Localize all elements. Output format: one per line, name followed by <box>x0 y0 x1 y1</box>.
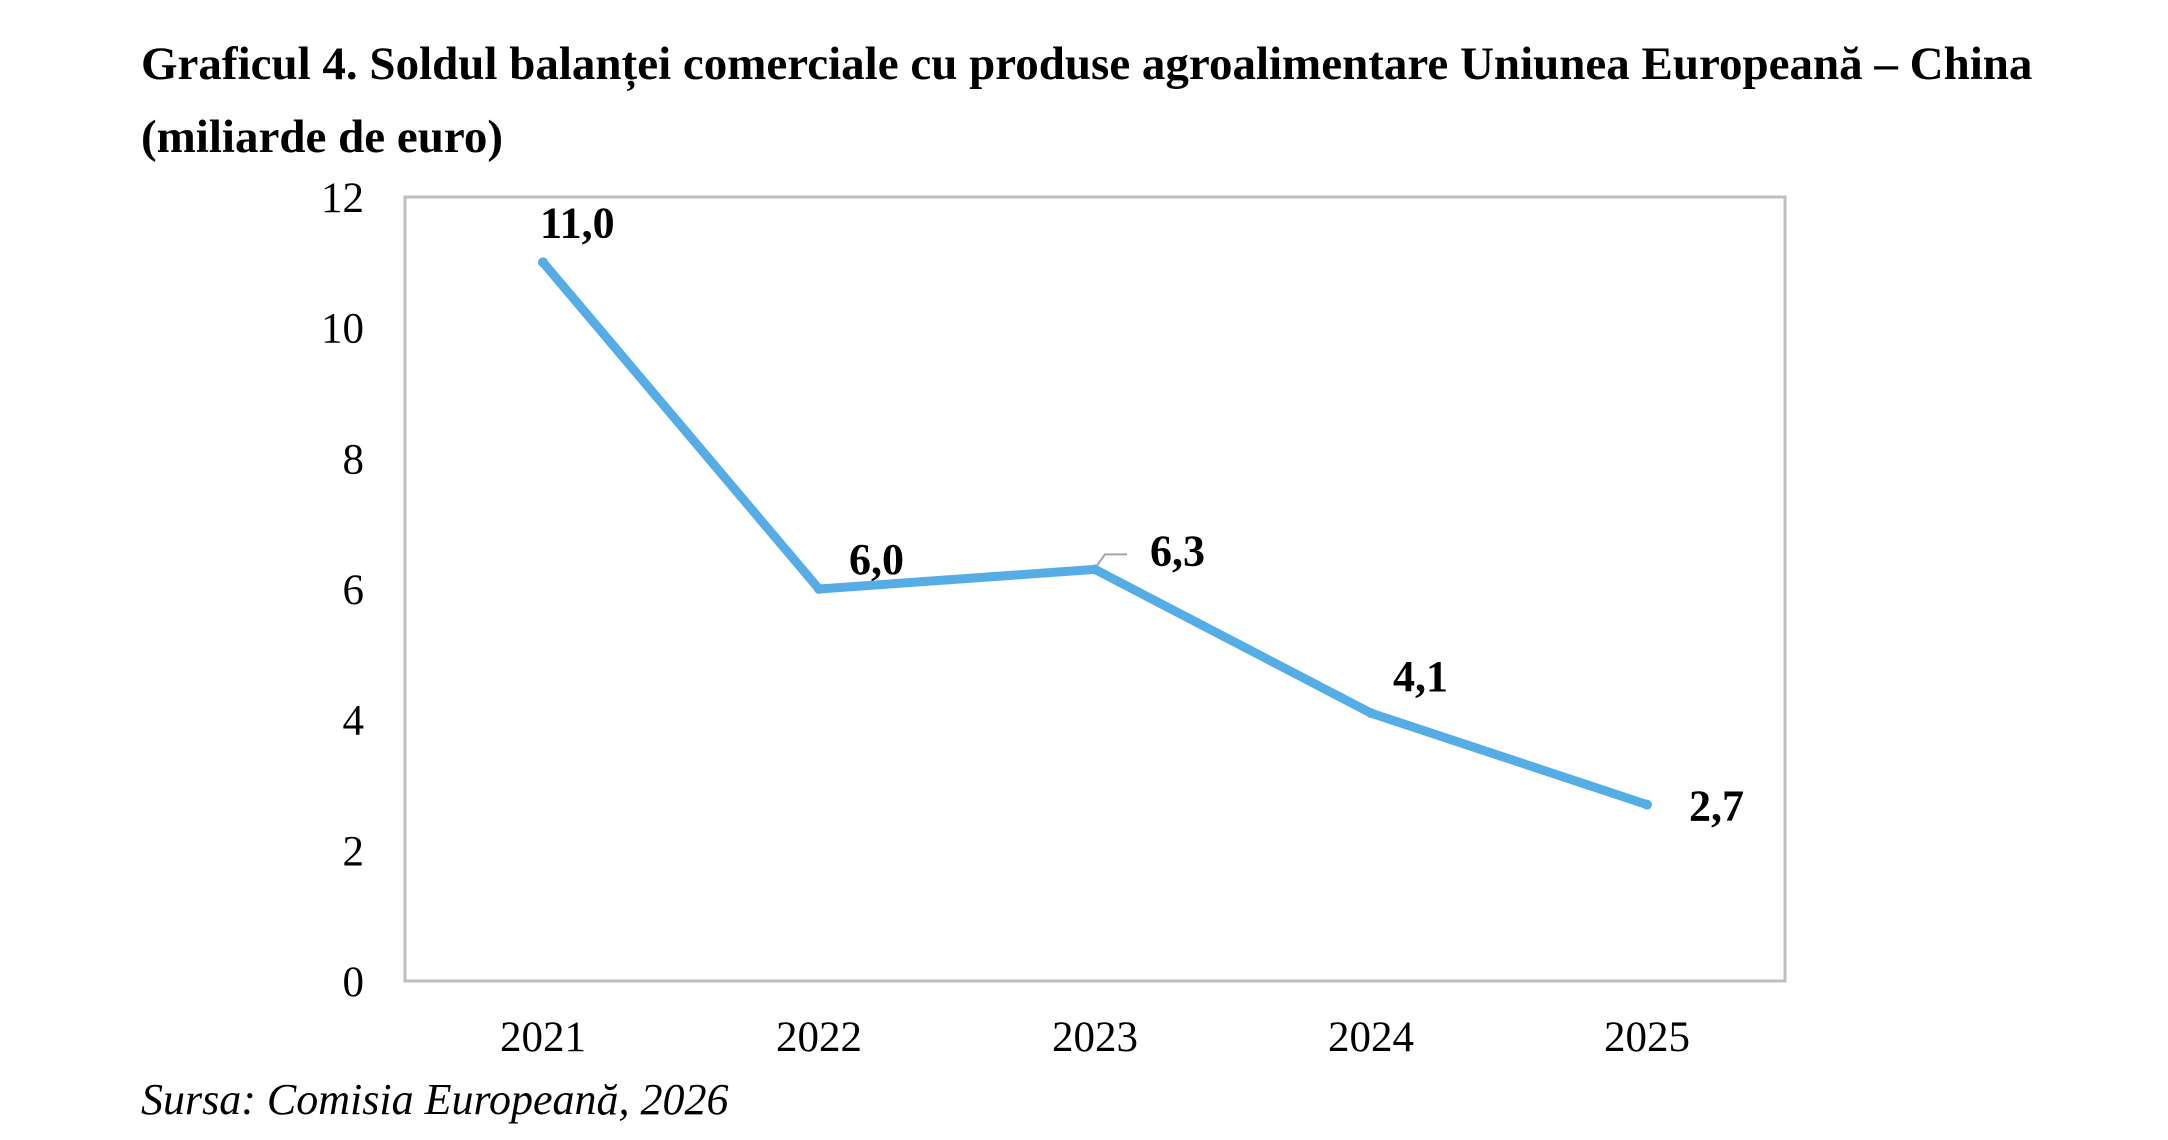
data-label: 6,0 <box>849 535 904 584</box>
series-line <box>538 257 1652 810</box>
y-tick-label: 12 <box>321 175 364 222</box>
x-tick-label: 2022 <box>776 1014 862 1061</box>
chart-title: Graficul 4. Soldul balanței comerciale c… <box>141 38 2033 163</box>
y-tick-label: 0 <box>343 959 365 1006</box>
data-labels: 11,0 6,0 6,3 4,1 2,7 <box>540 198 1744 830</box>
data-label: 2,7 <box>1689 782 1744 831</box>
y-axis: 0 2 4 6 8 10 12 <box>321 175 364 1006</box>
source-note: Sursa: Comisia Europeană, 2026 <box>141 1075 729 1124</box>
x-tick-label: 2025 <box>1604 1014 1690 1061</box>
y-tick-label: 2 <box>343 828 365 875</box>
data-point <box>1366 708 1376 719</box>
data-point <box>814 584 824 594</box>
data-point <box>538 257 548 268</box>
x-tick-label: 2024 <box>1328 1014 1414 1061</box>
y-tick-label: 6 <box>343 567 365 614</box>
plot-area-frame <box>403 195 1787 983</box>
data-label: 11,0 <box>540 198 615 247</box>
data-label: 4,1 <box>1393 652 1448 701</box>
y-tick-label: 10 <box>321 306 364 353</box>
x-tick-label: 2023 <box>1052 1014 1138 1061</box>
label-leader-line <box>1096 553 1127 566</box>
data-point <box>1090 564 1100 575</box>
data-series <box>538 257 1652 810</box>
x-tick-label: 2021 <box>500 1014 586 1061</box>
data-point <box>1642 799 1652 810</box>
x-axis: 2021 2022 2023 2024 2025 <box>500 1014 1690 1061</box>
y-tick-label: 8 <box>343 436 365 483</box>
data-label: 6,3 <box>1150 526 1205 575</box>
y-tick-label: 4 <box>343 698 365 745</box>
